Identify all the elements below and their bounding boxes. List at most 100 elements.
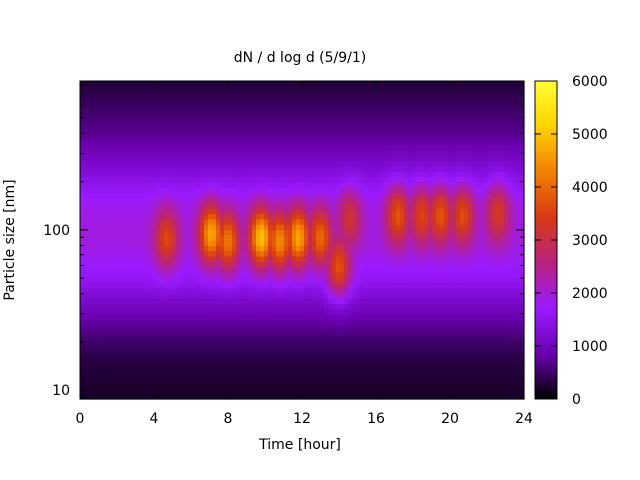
heatmap-cell xyxy=(388,277,393,283)
heatmap-cell xyxy=(176,314,181,321)
heatmap-cell xyxy=(380,202,385,209)
heatmap-cell xyxy=(308,330,313,336)
heatmap-cell xyxy=(308,314,313,321)
heatmap-cell xyxy=(308,144,313,151)
heatmap-cell xyxy=(244,144,249,151)
heatmap-cell xyxy=(268,393,273,400)
heatmap-cell xyxy=(196,102,201,109)
heatmap-cell xyxy=(264,134,269,140)
heatmap-cell xyxy=(256,240,261,246)
heatmap-cell xyxy=(292,202,297,209)
heatmap-cell xyxy=(360,303,365,310)
heatmap-cell xyxy=(292,149,297,156)
heatmap-cell xyxy=(260,303,265,310)
heatmap-cell xyxy=(216,86,221,93)
heatmap-cell xyxy=(84,208,89,215)
heatmap-cell xyxy=(204,287,209,294)
heatmap-cell xyxy=(388,255,393,262)
heatmap-cell xyxy=(388,112,393,119)
heatmap-cell xyxy=(376,102,381,109)
heatmap-cell xyxy=(172,250,177,257)
heatmap-cell xyxy=(128,287,133,294)
heatmap-cell xyxy=(396,330,401,336)
heatmap-cell xyxy=(376,187,381,193)
heatmap-cell xyxy=(180,149,185,156)
heatmap-cell xyxy=(292,96,297,103)
heatmap-cell xyxy=(112,155,117,162)
heatmap-cell xyxy=(248,187,253,193)
heatmap-cell xyxy=(408,372,413,379)
heatmap-cell xyxy=(384,224,389,230)
heatmap-cell xyxy=(388,213,393,220)
heatmap-cell xyxy=(260,91,265,98)
heatmap-cell xyxy=(148,367,153,374)
heatmap-cell xyxy=(212,393,217,400)
heatmap-cell xyxy=(212,298,217,305)
heatmap-cell xyxy=(320,255,325,262)
heatmap-cell xyxy=(268,271,273,278)
heatmap-cell xyxy=(328,277,333,283)
heatmap-cell xyxy=(332,86,337,93)
heatmap-cell xyxy=(268,351,273,358)
heatmap-cell xyxy=(136,346,141,352)
heatmap-cell xyxy=(120,192,125,199)
heatmap-cell xyxy=(284,213,289,220)
heatmap-cell xyxy=(124,255,129,262)
heatmap-cell xyxy=(376,192,381,199)
heatmap-cell xyxy=(84,192,89,199)
heatmap-cell xyxy=(200,192,205,199)
heatmap-cell xyxy=(208,128,213,135)
heatmap-cell xyxy=(384,218,389,225)
heatmap-cell xyxy=(120,277,125,283)
heatmap-cell xyxy=(84,160,89,167)
heatmap-cell xyxy=(376,293,381,299)
heatmap-cell xyxy=(368,293,373,299)
heatmap-cell xyxy=(272,277,277,283)
heatmap-cell xyxy=(324,139,329,146)
heatmap-cell xyxy=(156,261,161,268)
heatmap-cell xyxy=(100,149,105,156)
heatmap-cell xyxy=(148,308,153,315)
heatmap-cell xyxy=(276,134,281,140)
heatmap-cell xyxy=(384,107,389,114)
heatmap-cell xyxy=(356,383,361,389)
heatmap-cell xyxy=(220,261,225,268)
heatmap-cell xyxy=(324,271,329,278)
heatmap-cell xyxy=(296,134,301,140)
heatmap-cell xyxy=(96,351,101,358)
heatmap-cell xyxy=(268,160,273,167)
heatmap-cell xyxy=(84,218,89,225)
heatmap-cell xyxy=(244,372,249,379)
heatmap-cell xyxy=(92,171,97,177)
heatmap-cell xyxy=(132,96,137,103)
heatmap-cell xyxy=(132,377,137,384)
heatmap-cell xyxy=(196,197,201,204)
heatmap-cell xyxy=(256,266,261,273)
heatmap-cell xyxy=(88,139,93,146)
heatmap-cell xyxy=(396,308,401,315)
heatmap-cell xyxy=(248,388,253,395)
heatmap-cell xyxy=(124,165,129,172)
heatmap-cell xyxy=(392,330,397,336)
heatmap-cell xyxy=(248,218,253,225)
heatmap-cell xyxy=(340,324,345,331)
heatmap-cell xyxy=(296,372,301,379)
heatmap-cell xyxy=(96,107,101,114)
heatmap-cell xyxy=(100,372,105,379)
heatmap-cell xyxy=(248,330,253,336)
heatmap-cell xyxy=(364,319,369,326)
heatmap-cell xyxy=(248,229,253,236)
heatmap-cell xyxy=(292,86,297,93)
heatmap-cell xyxy=(244,261,249,268)
heatmap-cell xyxy=(220,282,225,289)
heatmap-cell xyxy=(384,277,389,283)
heatmap-cell xyxy=(176,139,181,146)
heatmap-cell xyxy=(276,340,281,347)
heatmap-cell xyxy=(400,107,405,114)
heatmap-cell xyxy=(396,218,401,225)
heatmap-cell xyxy=(368,393,373,400)
heatmap-cell xyxy=(368,96,373,103)
heatmap-cell xyxy=(164,277,169,283)
heatmap-cell xyxy=(268,165,273,172)
heatmap-cell xyxy=(408,144,413,151)
